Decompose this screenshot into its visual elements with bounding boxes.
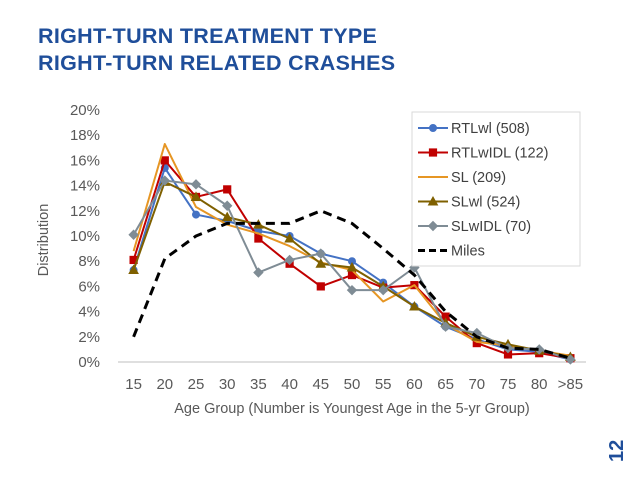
y-tick-label: 4% <box>78 304 100 321</box>
series-5 <box>132 209 571 360</box>
y-axis-title: Distribution <box>36 204 52 277</box>
legend-marker <box>427 195 439 206</box>
data-point <box>284 254 295 266</box>
data-point <box>315 258 327 268</box>
legend-item: RTLwIDL (122) <box>418 146 549 162</box>
data-point <box>221 211 233 222</box>
y-tick-label: 12% <box>70 203 100 220</box>
x-tick-label: >85 <box>558 376 583 393</box>
data-point <box>409 301 420 311</box>
y-tick-label: 0% <box>78 354 100 371</box>
legend-label: SL (209) <box>451 170 506 186</box>
legend-marker <box>429 124 437 132</box>
legend-item: Miles <box>418 244 485 260</box>
data-point <box>316 282 325 291</box>
x-tick-label: 35 <box>250 376 267 393</box>
legend-marker <box>428 148 438 157</box>
x-tick-label: 15 <box>125 376 142 393</box>
data-point <box>192 210 200 219</box>
data-point <box>346 284 358 296</box>
y-tick-label: 16% <box>70 152 100 169</box>
slide-title-line-1: RIGHT-TURN TREATMENT TYPE <box>38 24 378 48</box>
x-tick-label: 60 <box>406 376 423 393</box>
data-point <box>377 284 389 296</box>
x-tick-label: 80 <box>531 376 548 393</box>
y-tick-label: 10% <box>70 228 100 245</box>
page-number: 12 <box>606 439 628 463</box>
data-point <box>346 261 358 272</box>
x-tick-label: 45 <box>312 376 329 393</box>
x-tick-label: 25 <box>188 376 205 393</box>
legend-item: RTLwl (508) <box>418 121 530 137</box>
y-tick-label: 8% <box>78 253 100 270</box>
data-point <box>315 248 327 259</box>
series-layer <box>128 143 576 365</box>
data-point <box>128 229 139 240</box>
x-tick-label: 70 <box>468 376 485 393</box>
legend-item: SLwIDL (70) <box>418 219 531 235</box>
legend-item: SL (209) <box>418 170 506 186</box>
x-axis-title: Age Group (Number is Youngest Age in the… <box>174 401 529 417</box>
y-tick-label: 2% <box>78 329 100 346</box>
x-tick-label: 30 <box>219 376 236 393</box>
x-tick-label: 20 <box>156 376 173 393</box>
data-point <box>254 234 263 243</box>
legend-label: Miles <box>451 244 485 260</box>
slide-title-line-2: RIGHT-TURN RELATED CRASHES <box>38 51 396 75</box>
data-point <box>128 264 139 275</box>
y-tick-label: 20% <box>70 102 100 119</box>
x-tick-label: 75 <box>500 376 517 393</box>
data-point <box>159 175 171 186</box>
chart-legend: RTLwl (508) RTLwIDL (122) SL (209) SLwl (52… <box>411 111 581 267</box>
data-point <box>223 185 232 194</box>
data-point <box>253 267 264 278</box>
slide-title: RIGHT-TURN TREATMENT TYPE RIGHT-TURN REL… <box>38 23 395 77</box>
data-point <box>440 321 451 332</box>
legend-label: RTLwIDL (122) <box>451 146 549 162</box>
x-axis-ticks: 15 20 25 30 35 40 45 50 55 60 65 70 75 80 >85 <box>125 376 583 393</box>
legend-item: SLwl (524) <box>418 195 520 211</box>
legend-marker <box>427 220 439 232</box>
legend-label: SLwl (524) <box>451 195 520 211</box>
legend-label: RTLwl (508) <box>451 121 530 137</box>
data-point <box>190 179 202 190</box>
x-tick-label: 55 <box>375 376 392 393</box>
series-line <box>132 209 571 360</box>
legend-label: SLwIDL (70) <box>451 219 531 235</box>
data-point <box>284 233 295 243</box>
x-tick-label: 50 <box>344 376 361 393</box>
data-point <box>565 354 576 365</box>
data-point <box>190 191 202 201</box>
y-tick-label: 14% <box>70 178 100 195</box>
y-tick-label: 18% <box>70 127 100 144</box>
data-point <box>160 156 169 165</box>
data-point <box>221 200 233 211</box>
x-tick-label: 40 <box>281 376 298 393</box>
y-axis-ticks: 0% 2% 4% 6% 8% 10% 12% 14% 16% 18% 20% <box>70 102 100 371</box>
x-tick-label: 65 <box>437 376 454 393</box>
legend-box <box>411 111 581 267</box>
y-tick-label: 6% <box>78 278 100 295</box>
